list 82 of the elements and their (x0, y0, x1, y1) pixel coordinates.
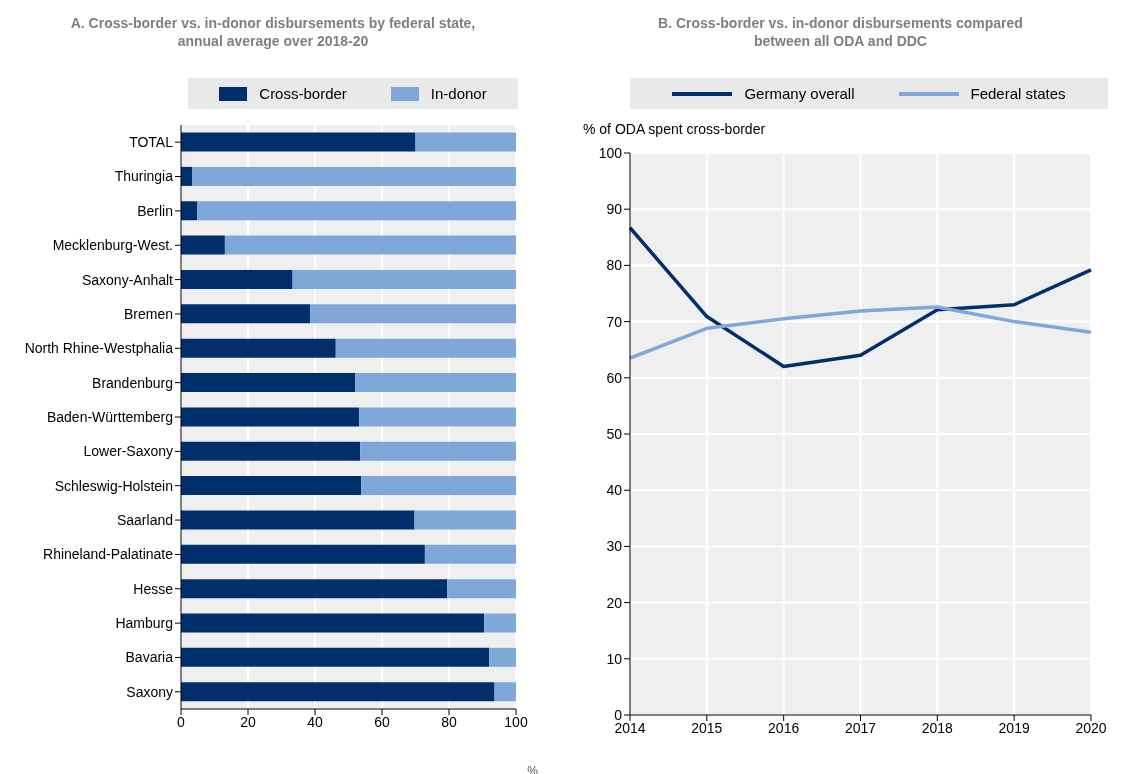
bar (224, 235, 516, 255)
bar (181, 132, 416, 152)
x-tick-label: 100 (504, 713, 528, 730)
x-tick-label: 2018 (921, 719, 954, 736)
y-tick-label: 20 (606, 594, 623, 611)
bar (181, 613, 485, 633)
y-tick-label: Thuringia (114, 168, 174, 185)
bar (181, 373, 356, 393)
x-tick-label: 20 (240, 713, 256, 730)
y-tick-label: 70 (606, 313, 623, 330)
y-tick-label: Saxony-Anhalt (81, 271, 174, 288)
y-tick-label: Hamburg (115, 615, 173, 632)
bar (414, 510, 516, 530)
bar (181, 235, 225, 255)
y-tick-label: 60 (606, 369, 623, 386)
y-tick-label: 30 (606, 538, 623, 555)
y-tick-label: 80 (606, 257, 623, 274)
line-series (628, 305, 1093, 360)
y-tick-label: Mecklenburg-West. (52, 237, 173, 254)
legend-label: Federal states (969, 85, 1066, 102)
legend-label: Germany overall (743, 85, 855, 102)
x-tick-label: 2020 (1075, 719, 1107, 736)
bar (181, 647, 490, 667)
y-tick-label: Brandenburg (92, 374, 173, 391)
bar (415, 132, 516, 152)
legend-label: In-donor (429, 85, 487, 102)
bar (484, 613, 516, 633)
y-tick-label: Rhineland-Palatinate (43, 546, 174, 563)
y-tick-label: Bremen (123, 305, 173, 322)
x-tick-label: 80 (441, 713, 457, 730)
bar (355, 373, 516, 393)
x-tick-label: 60 (374, 713, 390, 730)
bar (181, 407, 360, 427)
x-tick-label: 2017 (844, 719, 877, 736)
bar (489, 647, 516, 667)
y-tick-label: Baden-Württemberg (46, 408, 173, 425)
bar (197, 201, 516, 221)
y-tick-label: Saxony (126, 683, 173, 700)
bar (181, 201, 198, 221)
bar (181, 304, 310, 324)
bar (309, 304, 516, 324)
y-tick-label: TOTAL (129, 134, 174, 151)
bar (181, 682, 495, 702)
y-axis-title: % of ODA spent cross-border (583, 121, 767, 137)
y-tick-label: 50 (606, 425, 623, 442)
y-tick-label: Berlin (137, 202, 173, 219)
y-tick-label: Schleswig-Holstein (54, 477, 173, 494)
chart-title: A. Cross-border vs. in-donor disbursements by federal state, annual average over 2018-20 (69, 14, 477, 51)
x-tick-label: 40 (307, 713, 323, 730)
legend-label: Cross-border (258, 85, 347, 102)
x-tick-label: 0 (177, 713, 186, 730)
chart-title: B. Cross-border vs. in-donor disbursements compared between all ODA and DDC (657, 14, 1024, 51)
bar (181, 544, 425, 564)
bar (335, 338, 516, 358)
y-tick-label: North Rhine-Westphalia (24, 340, 174, 357)
y-tick-label: 10 (606, 650, 623, 667)
bar (361, 476, 516, 496)
bar (360, 441, 516, 461)
y-tick-label: 100 (598, 144, 623, 161)
bar (181, 338, 336, 358)
bar (447, 579, 516, 599)
bar (181, 476, 362, 496)
x-tick-label: 2019 (998, 719, 1030, 736)
y-tick-label: 40 (606, 482, 623, 499)
bar (181, 269, 293, 289)
bar (181, 510, 415, 530)
x-tick-label: 2015 (691, 719, 723, 736)
bar (359, 407, 516, 427)
bar (424, 544, 516, 564)
bar (494, 682, 516, 702)
y-tick-label: Hesse (133, 580, 174, 597)
x-tick-label: 2016 (768, 719, 800, 736)
y-tick-label: Saarland (116, 512, 173, 529)
bar (181, 579, 448, 599)
y-tick-label: 90 (606, 201, 623, 218)
x-tick-label: 2014 (614, 719, 646, 736)
bar (192, 166, 516, 186)
y-tick-label: Bavaria (125, 649, 174, 666)
bar (292, 269, 516, 289)
bar (181, 441, 361, 461)
line-series (628, 226, 1093, 369)
y-tick-label: Lower-Saxony (83, 443, 173, 460)
